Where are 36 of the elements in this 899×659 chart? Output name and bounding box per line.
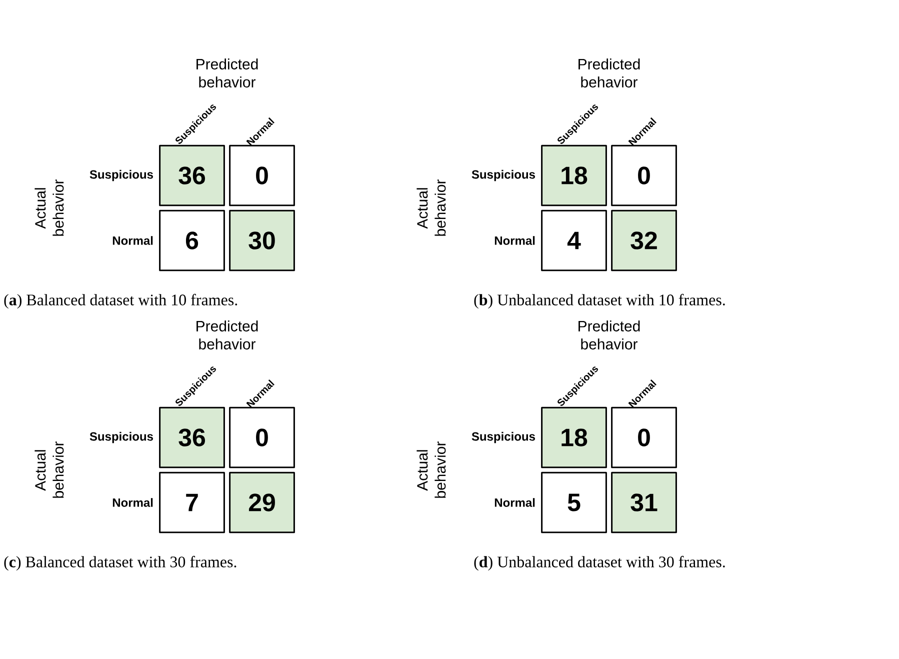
data-label: 36	[178, 166, 205, 184]
data-label: 0	[256, 166, 268, 184]
data-label: 0	[638, 428, 650, 446]
data-label: 32	[630, 232, 657, 250]
data-label: 30	[248, 232, 275, 250]
y-tick-label: Suspicious	[90, 432, 153, 444]
y-tick-label: Suspicious	[472, 432, 535, 444]
y-tick-label: Suspicious	[90, 170, 153, 182]
y-tick-label: Normal	[112, 498, 153, 507]
data-label: 0	[638, 166, 650, 184]
y-tick-label: Normal	[494, 236, 535, 245]
x-axis-title: Predicted behavior	[196, 58, 258, 88]
data-label: 29	[248, 494, 275, 512]
data-label: 0	[256, 428, 268, 446]
y-axis-title: Actual behavior	[34, 180, 64, 236]
data-label: 4	[567, 232, 581, 250]
text: (d) Unbalanced dataset with 30 frames.	[474, 556, 725, 571]
data-label: 7	[186, 494, 198, 512]
data-label: 18	[562, 166, 588, 184]
x-axis-title: Predicted behavior	[578, 320, 640, 350]
data-label: 36	[178, 428, 205, 446]
y-axis-title: Actual behavior	[416, 442, 446, 498]
x-axis-title: Predicted behavior	[196, 320, 258, 350]
data-label: 18	[562, 428, 588, 446]
y-axis-title: Actual behavior	[34, 442, 64, 498]
data-label: 6	[186, 232, 198, 250]
x-axis-title: Predicted behavior	[578, 58, 640, 88]
text: (b) Unbalanced dataset with 10 frames.	[474, 294, 725, 309]
y-tick-label: Normal	[494, 498, 535, 507]
y-tick-label: Normal	[112, 236, 153, 245]
text: (c) Balanced dataset with 30 frames.	[4, 556, 236, 571]
data-label: 5	[568, 494, 580, 512]
y-tick-label: Suspicious	[472, 170, 535, 182]
text: (a) Balanced dataset with 10 frames.	[4, 294, 238, 309]
data-label: 31	[630, 494, 658, 512]
y-axis-title: Actual behavior	[416, 180, 446, 236]
